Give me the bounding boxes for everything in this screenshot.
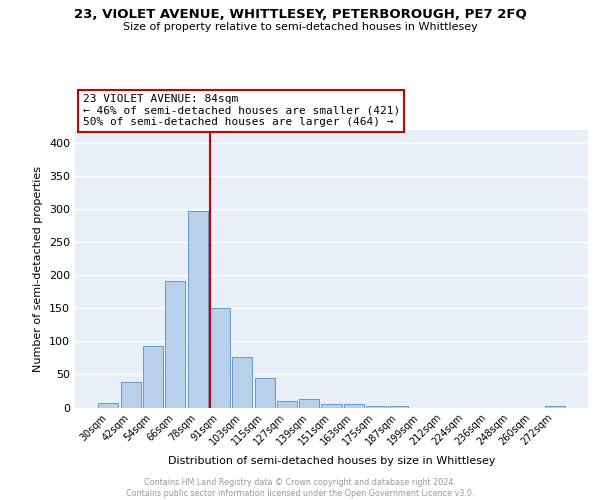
Y-axis label: Number of semi-detached properties: Number of semi-detached properties — [34, 166, 43, 372]
Bar — [143, 346, 163, 408]
Text: Contains HM Land Registry data © Crown copyright and database right 2024.
Contai: Contains HM Land Registry data © Crown c… — [126, 478, 474, 498]
Bar — [388, 406, 409, 407]
Text: 23 VIOLET AVENUE: 84sqm
← 46% of semi-detached houses are smaller (421)
50% of s: 23 VIOLET AVENUE: 84sqm ← 46% of semi-de… — [83, 94, 400, 127]
Bar — [210, 308, 230, 408]
Bar — [188, 212, 208, 408]
Text: 23, VIOLET AVENUE, WHITTLESEY, PETERBOROUGH, PE7 2FQ: 23, VIOLET AVENUE, WHITTLESEY, PETERBORO… — [74, 8, 526, 20]
X-axis label: Distribution of semi-detached houses by size in Whittlesey: Distribution of semi-detached houses by … — [168, 456, 495, 466]
Bar — [545, 406, 565, 407]
Bar — [277, 401, 297, 407]
Bar — [121, 382, 141, 407]
Text: Size of property relative to semi-detached houses in Whittlesey: Size of property relative to semi-detach… — [122, 22, 478, 32]
Bar — [366, 406, 386, 407]
Bar — [299, 399, 319, 407]
Bar — [232, 356, 252, 408]
Bar — [254, 378, 275, 408]
Bar — [322, 404, 341, 407]
Bar — [165, 280, 185, 407]
Bar — [98, 403, 118, 407]
Bar — [344, 404, 364, 407]
